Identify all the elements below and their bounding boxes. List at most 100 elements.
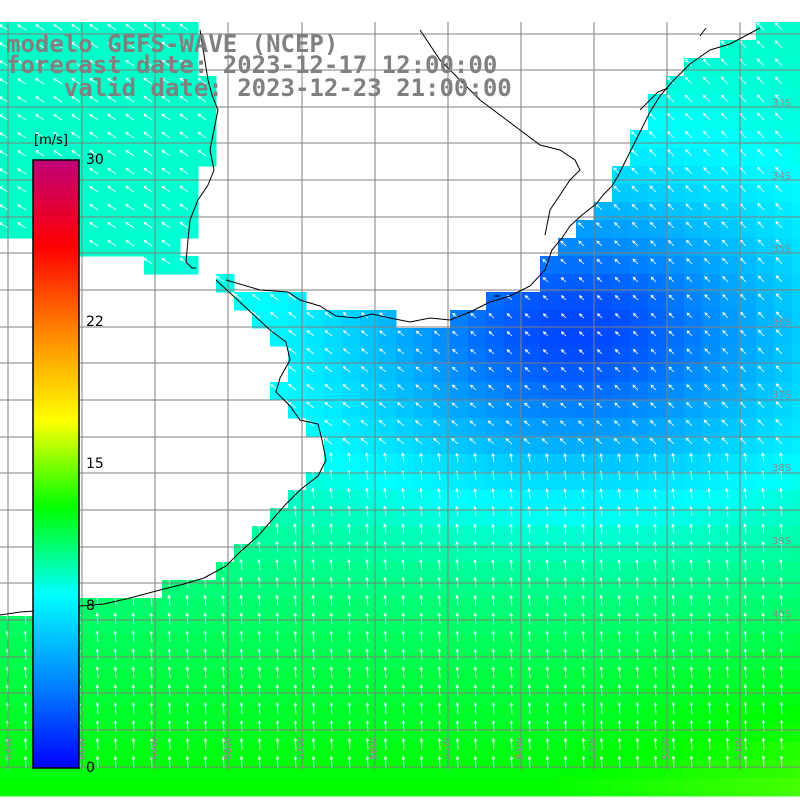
wind-speed-cell: [432, 706, 451, 725]
wind-arrow: [725, 666, 730, 679]
wind-arrow: [257, 594, 261, 607]
wind-arrow: [383, 737, 388, 751]
wind-speed-cell: [648, 634, 667, 653]
wind-arrow: [397, 366, 405, 373]
wind-speed-cell: [432, 580, 451, 599]
wind-speed-cell: [180, 688, 199, 707]
wind-arrow: [757, 383, 765, 391]
wind-arrow: [113, 612, 117, 625]
wind-speed-cell: [594, 616, 613, 635]
wind-speed-cell: [558, 346, 577, 365]
wind-arrow: [125, 78, 135, 85]
wind-arrow: [581, 737, 586, 751]
wind-speed-cell: [468, 490, 487, 509]
wind-arrow: [95, 612, 99, 625]
wind-arrow: [689, 594, 693, 607]
wind-speed-cell: [504, 544, 523, 563]
wind-speed-cell: [486, 526, 505, 545]
wind-speed-cell: [198, 634, 217, 653]
wind-speed-cell: [162, 94, 181, 113]
wind-speed-cell: [54, 760, 73, 779]
wind-arrow: [542, 277, 549, 283]
wind-speed-cell: [666, 634, 685, 653]
wind-arrow: [761, 505, 765, 517]
wind-speed-cell: [18, 220, 37, 239]
wind-arrow: [491, 488, 495, 499]
wind-speed-cell: [108, 598, 127, 617]
wind-arrow: [125, 60, 135, 67]
longitude-label: 52W: [661, 737, 672, 760]
wind-speed-cell: [792, 94, 800, 113]
wind-speed-cell: [648, 580, 667, 599]
wind-arrow: [401, 648, 406, 661]
wind-arrow: [541, 438, 549, 445]
wind-speed-cell: [630, 364, 649, 383]
wind-arrow: [722, 330, 729, 337]
wind-speed-cell: [432, 616, 451, 635]
wind-arrow: [288, 329, 297, 337]
wind-arrow: [578, 331, 585, 337]
wind-arrow: [125, 150, 135, 157]
wind-speed-cell: [720, 544, 739, 563]
wind-speed-cell: [738, 760, 757, 779]
wind-speed-cell: [612, 706, 631, 725]
wind-arrow: [473, 755, 478, 769]
wind-arrow: [131, 684, 136, 697]
wind-speed-cell: [198, 688, 217, 707]
wind-speed-cell: [414, 670, 433, 689]
wind-speed-cell: [162, 238, 181, 257]
wind-speed-cell: [450, 508, 469, 527]
wind-speed-cell: [738, 490, 757, 509]
wind-arrow: [761, 737, 766, 751]
wind-speed-cell: [72, 22, 91, 41]
wind-speed-cell: [36, 40, 55, 59]
wind-arrow: [125, 168, 135, 175]
wind-speed-cell: [216, 616, 235, 635]
wind-arrow: [740, 347, 747, 355]
wind-speed-cell: [162, 256, 181, 275]
wind-arrow: [509, 488, 513, 499]
wind-speed-cell: [738, 454, 757, 473]
wind-speed-cell: [612, 454, 631, 473]
wind-speed-cell: [162, 220, 181, 239]
wind-speed-cell: [486, 544, 505, 563]
wind-arrow: [347, 630, 352, 643]
wind-speed-cell: [378, 310, 397, 329]
wind-speed-cell: [792, 364, 800, 383]
wind-speed-cell: [522, 634, 541, 653]
wind-arrow: [491, 559, 495, 571]
wind-speed-cell: [522, 706, 541, 725]
wind-arrow: [563, 737, 568, 751]
wind-speed-cell: [378, 706, 397, 725]
wind-arrow: [671, 755, 676, 769]
wind-speed-cell: [486, 490, 505, 509]
wind-arrow: [470, 366, 477, 373]
wind-arrow: [617, 523, 621, 535]
wind-speed-cell: [540, 562, 559, 581]
wind-speed-cell: [396, 670, 415, 689]
wind-arrow: [631, 185, 639, 193]
wind-speed-cell: [756, 634, 775, 653]
wind-speed-cell: [540, 472, 559, 491]
wind-arrow: [671, 737, 676, 751]
wind-speed-cell: [612, 472, 631, 491]
wind-speed-cell: [738, 742, 757, 761]
wind-speed-cell: [792, 454, 800, 473]
wind-speed-cell: [774, 580, 793, 599]
wind-speed-cell: [522, 670, 541, 689]
wind-speed-cell: [648, 670, 667, 689]
wind-arrow: [614, 420, 621, 427]
wind-speed-cell: [414, 364, 433, 383]
wind-arrow: [506, 384, 513, 391]
wind-arrow: [53, 150, 63, 157]
wind-speed-cell: [666, 472, 685, 491]
wind-speed-cell: [360, 562, 379, 581]
wind-arrow: [563, 488, 567, 499]
wind-speed-cell: [468, 544, 487, 563]
wind-arrow: [433, 384, 441, 391]
wind-arrow: [239, 648, 244, 661]
wind-speed-cell: [342, 544, 361, 563]
wind-speed-cell: [234, 778, 253, 797]
wind-arrow: [599, 648, 604, 661]
wind-speed-cell: [198, 112, 217, 131]
